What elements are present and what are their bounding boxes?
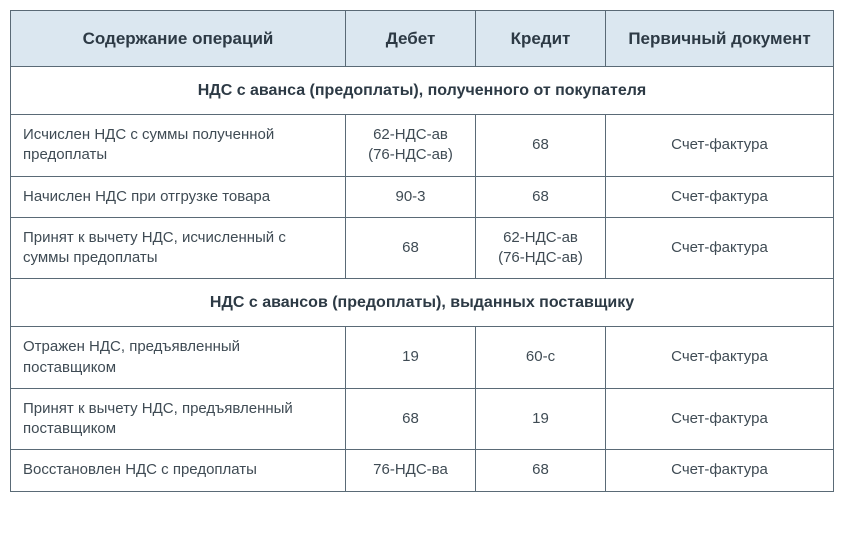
cell-debit: 68 [346,217,476,279]
section-title-row: НДС с аванса (предоплаты), полученного о… [11,67,834,115]
table-row: Начислен НДС при отгрузке товара 90-3 68… [11,176,834,217]
cell-document: Счет-фактура [606,115,834,177]
cell-operation: Отражен НДС, предъявленный поставщиком [11,327,346,389]
table-row: Принят к вычету НДС, исчисленный с суммы… [11,217,834,279]
cell-document: Счет-фактура [606,176,834,217]
cell-credit: 62-НДС-ав (76-НДС-ав) [476,217,606,279]
cell-operation: Исчислен НДС с суммы полученной предопла… [11,115,346,177]
header-debit: Дебет [346,11,476,67]
table-row: Принят к вычету НДС, предъявленный поста… [11,388,834,450]
cell-credit: 19 [476,388,606,450]
accounting-table: Содержание операций Дебет Кредит Первичн… [10,10,834,492]
cell-debit: 76-НДС-ва [346,450,476,491]
cell-debit: 90-3 [346,176,476,217]
table-row: Отражен НДС, предъявленный поставщиком 1… [11,327,834,389]
header-operation: Содержание операций [11,11,346,67]
cell-document: Счет-фактура [606,217,834,279]
header-document: Первичный документ [606,11,834,67]
header-row: Содержание операций Дебет Кредит Первичн… [11,11,834,67]
cell-debit: 68 [346,388,476,450]
cell-credit: 68 [476,115,606,177]
cell-debit: 62-НДС-ав (76-НДС-ав) [346,115,476,177]
section-title: НДС с аванса (предоплаты), полученного о… [11,67,834,115]
cell-document: Счет-фактура [606,327,834,389]
cell-credit: 68 [476,450,606,491]
cell-document: Счет-фактура [606,450,834,491]
cell-operation: Восстановлен НДС с предоплаты [11,450,346,491]
cell-operation: Принят к вычету НДС, предъявленный поста… [11,388,346,450]
cell-document: Счет-фактура [606,388,834,450]
section-title: НДС с авансов (предоплаты), выданных пос… [11,279,834,327]
cell-operation: Начислен НДС при отгрузке товара [11,176,346,217]
header-credit: Кредит [476,11,606,67]
cell-operation: Принят к вычету НДС, исчисленный с суммы… [11,217,346,279]
table-row: Восстановлен НДС с предоплаты 76-НДС-ва … [11,450,834,491]
cell-credit: 68 [476,176,606,217]
section-title-row: НДС с авансов (предоплаты), выданных пос… [11,279,834,327]
cell-debit: 19 [346,327,476,389]
cell-credit: 60-с [476,327,606,389]
table-row: Исчислен НДС с суммы полученной предопла… [11,115,834,177]
